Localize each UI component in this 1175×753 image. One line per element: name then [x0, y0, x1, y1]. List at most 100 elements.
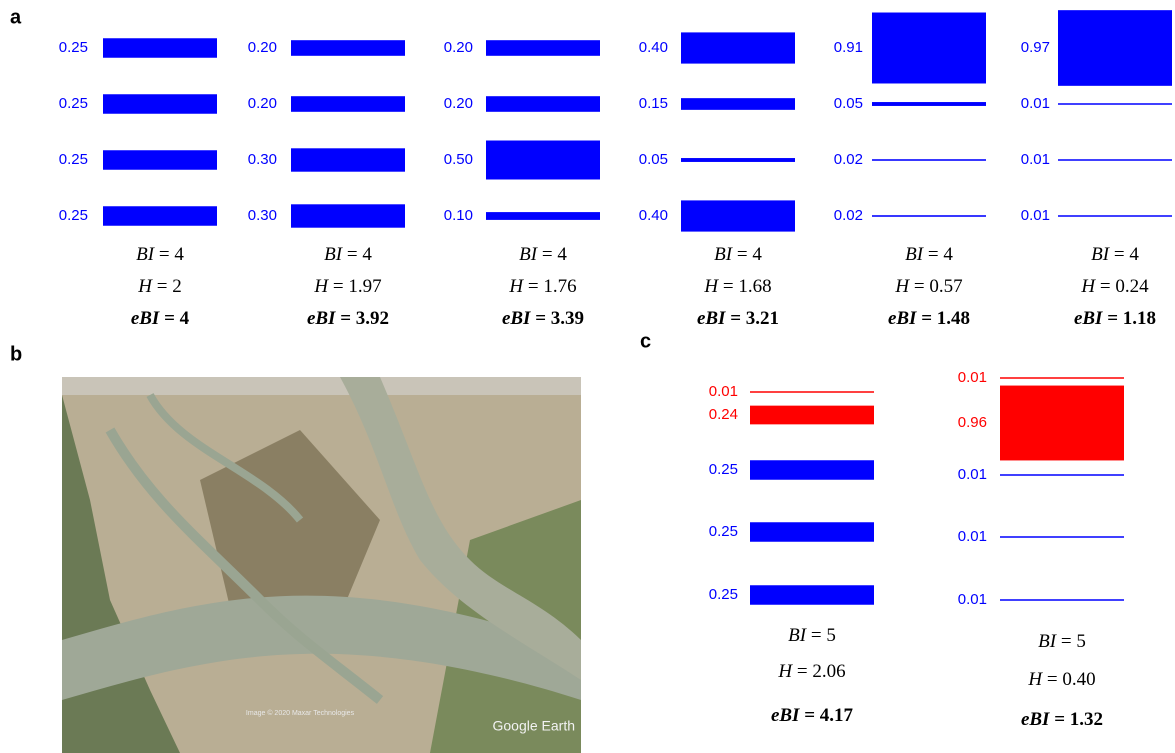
- value-label: 0.01: [958, 591, 987, 608]
- bar: [750, 522, 874, 542]
- stat-symbol: H: [703, 276, 719, 297]
- bar: [1058, 215, 1172, 217]
- stat-line: H = 2: [137, 276, 181, 297]
- value-label: 0.10: [444, 207, 473, 224]
- value-label: 0.25: [59, 39, 88, 56]
- stat-line: BI = 5: [788, 625, 836, 646]
- value-label: 0.25: [709, 523, 738, 540]
- value-label: 0.01: [958, 369, 987, 386]
- stat-symbol: eBI: [131, 308, 160, 329]
- stat-line: BI = 5: [1038, 631, 1086, 652]
- value-label: 0.40: [639, 207, 668, 224]
- stat-value: 4: [752, 244, 762, 265]
- stat-symbol: H: [1027, 669, 1043, 690]
- stat-value: 1.48: [937, 308, 970, 329]
- stat-symbol: BI: [1038, 631, 1058, 652]
- stat-value: 1.76: [543, 276, 576, 297]
- panel-label: b: [10, 343, 22, 365]
- bar: [750, 585, 874, 605]
- stat-line: BI = 4: [905, 244, 953, 265]
- value-label: 0.02: [834, 207, 863, 224]
- stat-equals: =: [523, 276, 543, 297]
- stat-line: BI = 4: [519, 244, 567, 265]
- stat-line: eBI = 3.21: [697, 308, 779, 329]
- stat-symbol: H: [313, 276, 329, 297]
- stat-equals: =: [152, 276, 172, 297]
- stat-symbol: eBI: [1074, 308, 1103, 329]
- bar: [1000, 377, 1124, 379]
- bar: [1000, 599, 1124, 601]
- bar: [291, 148, 405, 171]
- stat-equals: =: [799, 705, 819, 726]
- value-label: 0.02: [834, 151, 863, 168]
- panel-label: c: [640, 330, 651, 352]
- bar: [103, 94, 217, 114]
- stat-symbol: BI: [905, 244, 925, 265]
- panel-label: a: [10, 6, 22, 28]
- stat-value: 1.68: [738, 276, 771, 297]
- value-label: 0.97: [1021, 39, 1050, 56]
- value-label: 0.20: [444, 95, 473, 112]
- stat-equals: =: [916, 308, 936, 329]
- bar: [1000, 386, 1124, 461]
- value-label: 0.25: [59, 151, 88, 168]
- stat-symbol: BI: [1091, 244, 1111, 265]
- stat-value: 5: [826, 625, 836, 646]
- figure: a b c Image © 2020 Maxar Technologies Go…: [0, 0, 1175, 753]
- value-label: 0.30: [248, 207, 277, 224]
- value-label: 0.40: [639, 39, 668, 56]
- stat-symbol: BI: [714, 244, 734, 265]
- stat-symbol: H: [894, 276, 910, 297]
- stat-symbol: BI: [788, 625, 808, 646]
- stat-equals: =: [732, 244, 752, 265]
- stat-line: BI = 4: [136, 244, 184, 265]
- bar: [1058, 10, 1172, 86]
- value-label: 0.01: [958, 466, 987, 483]
- bar: [103, 150, 217, 170]
- stat-line: H = 1.76: [508, 276, 576, 297]
- stat-line: eBI = 1.32: [1021, 709, 1103, 730]
- stat-equals: =: [718, 276, 738, 297]
- bar: [1058, 103, 1172, 105]
- bar: [681, 32, 795, 63]
- value-label: 0.25: [709, 461, 738, 478]
- stat-equals: =: [342, 244, 362, 265]
- stat-symbol: H: [1080, 276, 1096, 297]
- stat-equals: =: [725, 308, 745, 329]
- stat-line: H = 1.97: [313, 276, 381, 297]
- value-label: 0.50: [444, 151, 473, 168]
- value-label: 0.25: [709, 586, 738, 603]
- stat-value: 0.40: [1062, 669, 1095, 690]
- stat-line: eBI = 3.39: [502, 308, 584, 329]
- stat-equals: =: [537, 244, 557, 265]
- value-label: 0.91: [834, 39, 863, 56]
- stat-value: 4: [174, 244, 184, 265]
- stat-equals: =: [792, 661, 812, 682]
- value-label: 0.01: [958, 528, 987, 545]
- bar: [681, 200, 795, 231]
- value-label: 0.05: [834, 95, 863, 112]
- stat-value: 1.18: [1123, 308, 1156, 329]
- stat-line: BI = 4: [714, 244, 762, 265]
- image-credit: Google Earth: [493, 718, 576, 734]
- stat-equals: =: [335, 308, 355, 329]
- stat-line: eBI = 1.18: [1074, 308, 1156, 329]
- stat-value: 0.24: [1115, 276, 1149, 297]
- stat-value: 4: [557, 244, 567, 265]
- value-label: 0.25: [59, 207, 88, 224]
- stat-equals: =: [328, 276, 348, 297]
- bar: [486, 141, 600, 180]
- stat-equals: =: [154, 244, 174, 265]
- stat-value: 4: [362, 244, 372, 265]
- stat-line: H = 0.57: [894, 276, 962, 297]
- stat-line: H = 0.40: [1027, 669, 1095, 690]
- stat-symbol: eBI: [1021, 709, 1050, 730]
- stat-line: H = 1.68: [703, 276, 771, 297]
- bar: [291, 96, 405, 112]
- stat-value: 4: [180, 308, 190, 329]
- bar: [103, 38, 217, 58]
- stat-value: 3.39: [551, 308, 584, 329]
- bar: [750, 391, 874, 393]
- stat-equals: =: [1049, 709, 1069, 730]
- stat-value: 1.97: [348, 276, 381, 297]
